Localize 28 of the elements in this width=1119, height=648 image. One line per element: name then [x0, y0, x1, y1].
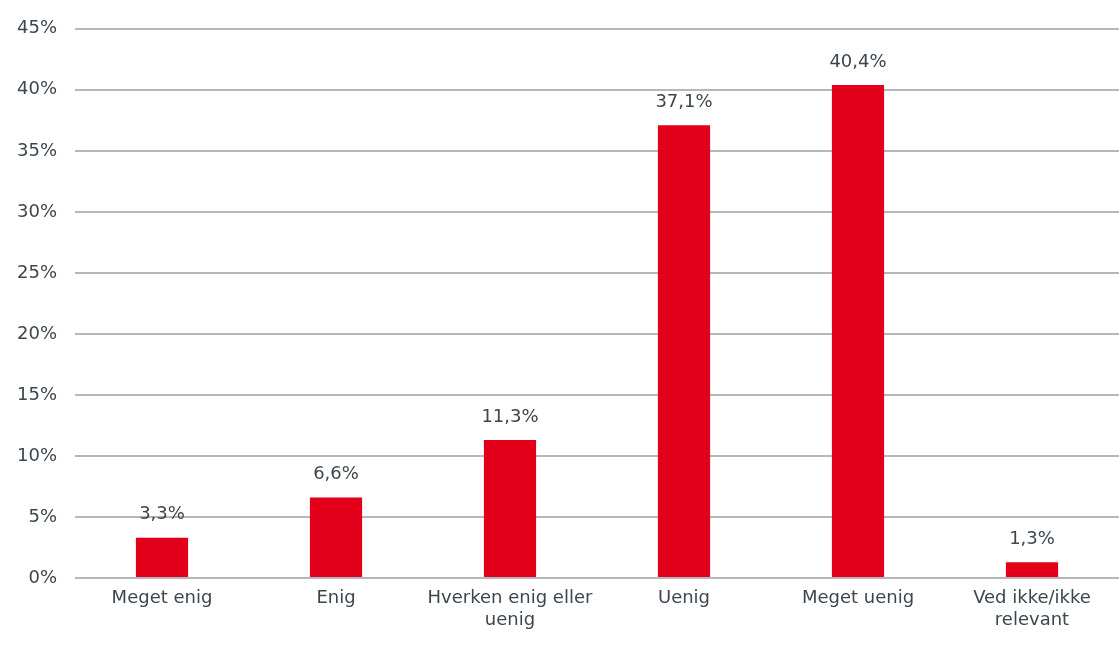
data-label: 1,3%: [1009, 526, 1055, 548]
y-tick-label: 35%: [16, 138, 57, 160]
data-label: 6,6%: [313, 462, 359, 484]
bar: [831, 84, 885, 577]
y-tick-label: 10%: [16, 443, 57, 465]
x-tick-label: Ved ikke/ikke relevant: [973, 586, 1091, 630]
y-tick-label: 20%: [16, 321, 57, 343]
y-tick-label: 25%: [16, 260, 57, 282]
y-tick-label: 40%: [16, 77, 57, 99]
data-label: 3,3%: [139, 502, 185, 524]
x-tick-label: Hverken enig eller uenig: [427, 586, 594, 630]
y-tick-label: 30%: [16, 199, 57, 221]
y-tick-label: 0%: [28, 565, 57, 587]
x-tick-label: Meget uenig: [801, 586, 915, 608]
y-tick-label: 15%: [16, 382, 57, 404]
bar: [1005, 562, 1059, 577]
data-label: 40,4%: [829, 49, 887, 71]
x-tick-label: Enig: [316, 586, 356, 608]
bar: [657, 125, 711, 577]
bar: [135, 537, 189, 577]
x-tick-label: Meget enig: [111, 586, 213, 608]
x-tick-label: Uenig: [657, 586, 711, 608]
bar: [483, 440, 537, 577]
data-label: 11,3%: [481, 404, 539, 426]
bar: [309, 497, 363, 577]
y-tick-label: 45%: [16, 16, 57, 38]
y-tick-label: 5%: [28, 504, 57, 526]
data-label: 37,1%: [655, 89, 713, 111]
